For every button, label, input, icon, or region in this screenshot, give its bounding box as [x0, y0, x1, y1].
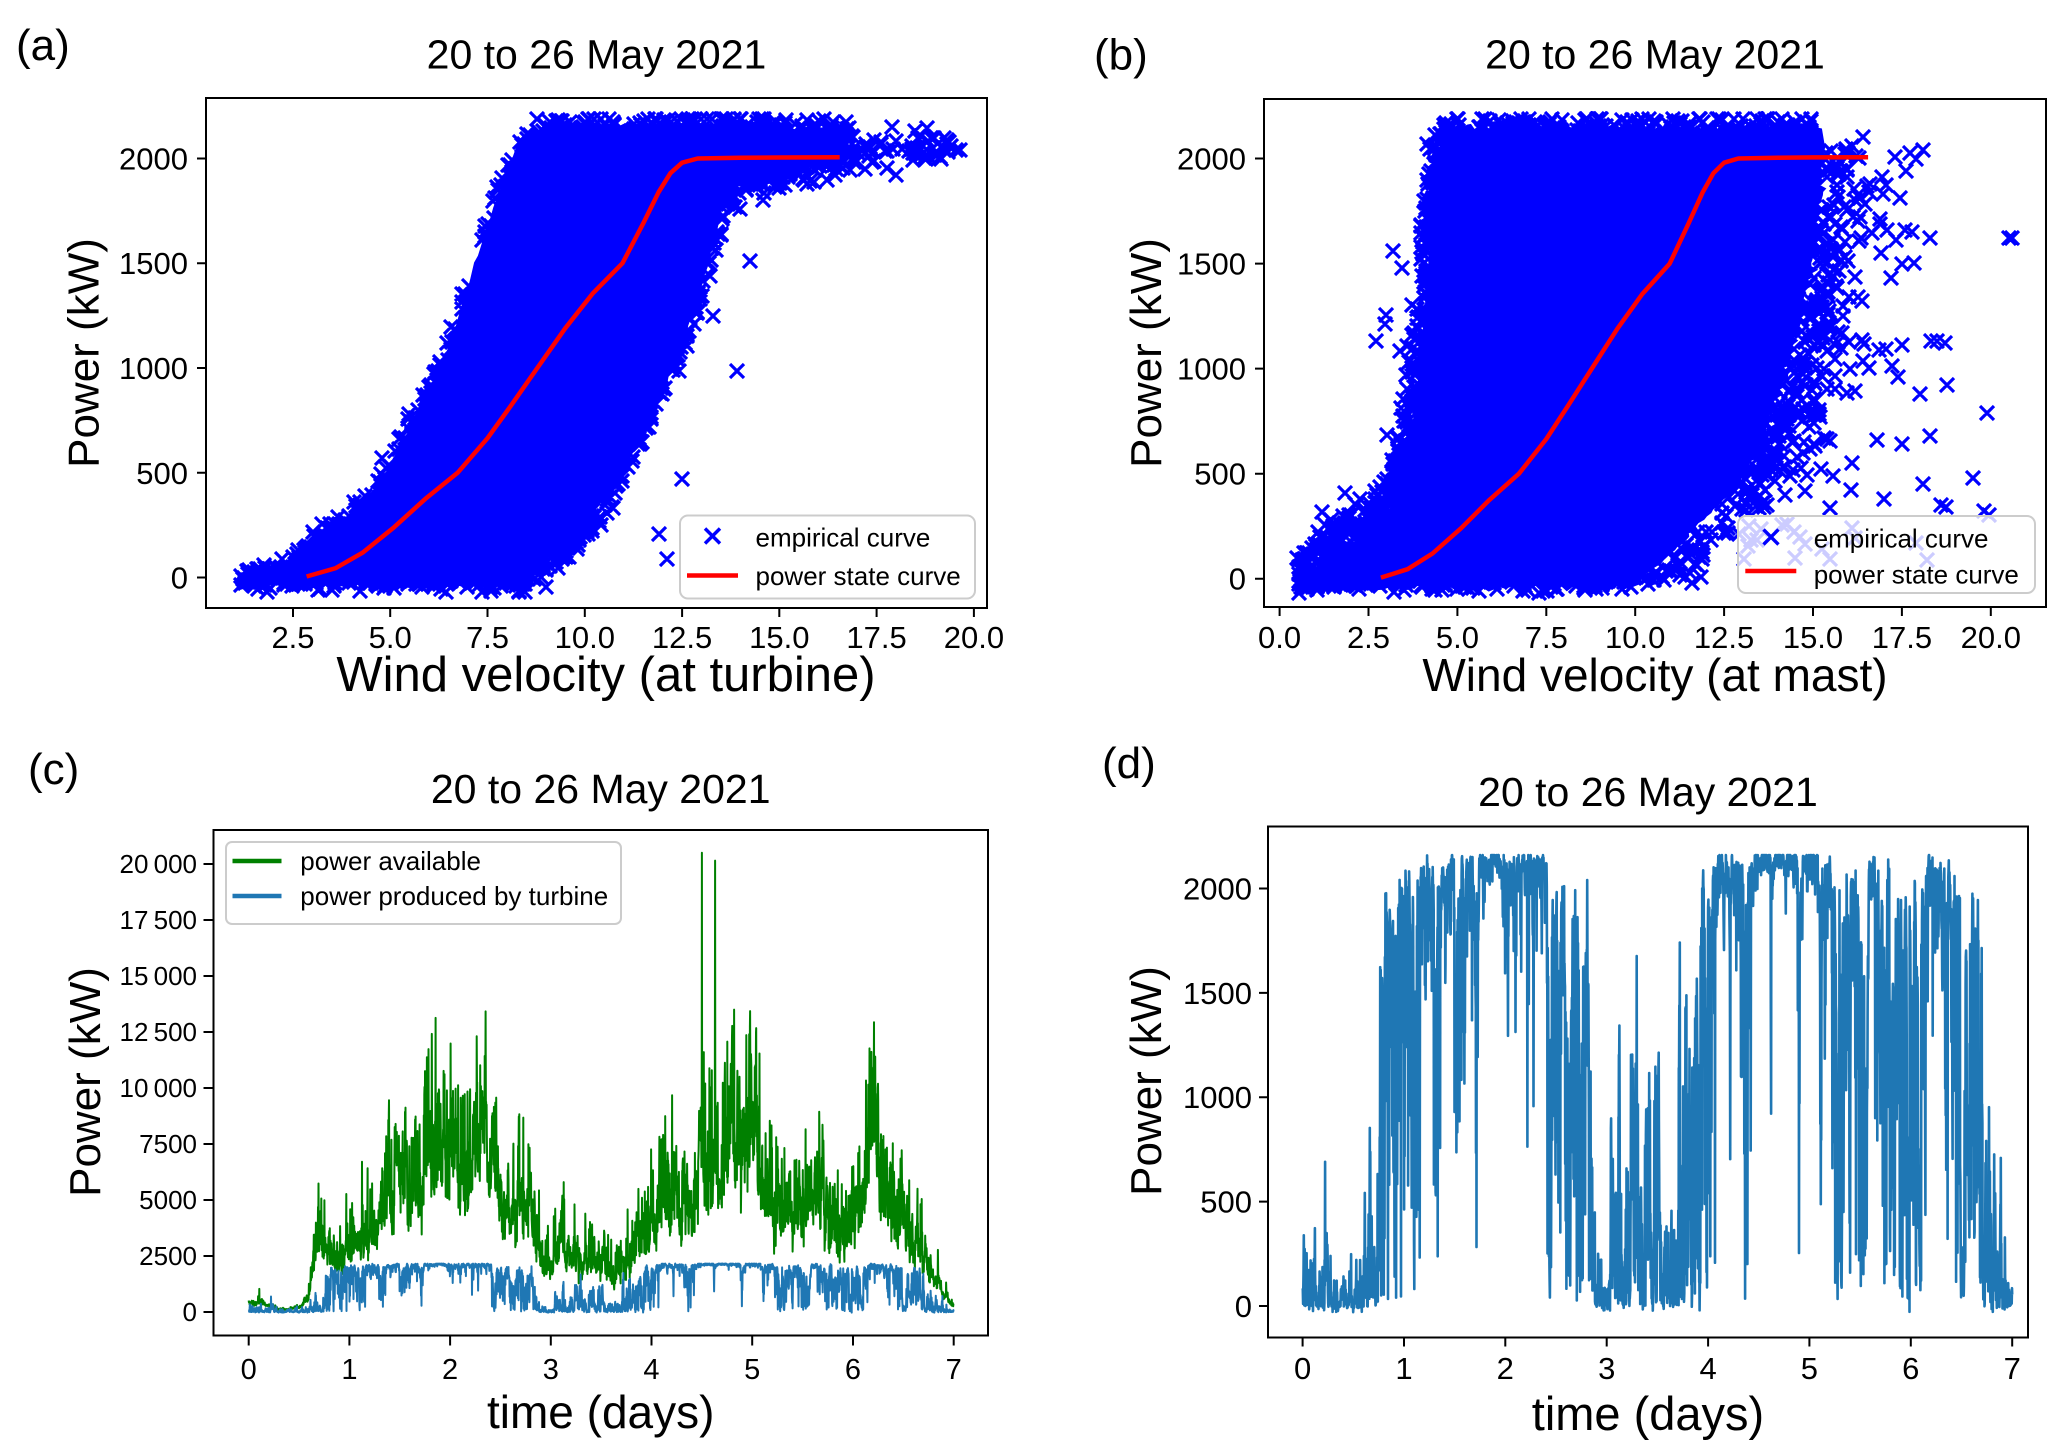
svg-text:0: 0: [1235, 1289, 1252, 1324]
svg-text:5.0: 5.0: [1436, 620, 1479, 655]
svg-text:15 000: 15 000: [119, 961, 197, 991]
svg-text:2000: 2000: [1183, 872, 1252, 907]
svg-text:empirical curve: empirical curve: [756, 523, 931, 553]
svg-text:0: 0: [1229, 562, 1246, 597]
svg-text:1000: 1000: [1183, 1080, 1252, 1115]
svg-text:4: 4: [1699, 1351, 1716, 1386]
svg-text:7: 7: [2004, 1351, 2021, 1386]
svg-text:2500: 2500: [139, 1241, 197, 1271]
svg-text:1500: 1500: [119, 246, 188, 281]
svg-text:20 000: 20 000: [119, 849, 197, 879]
svg-text:10 000: 10 000: [119, 1073, 197, 1103]
svg-text:0: 0: [241, 1354, 257, 1386]
svg-text:Power (kW): Power (kW): [1122, 238, 1171, 468]
svg-text:1500: 1500: [1183, 976, 1252, 1011]
svg-text:Wind velocity (at mast): Wind velocity (at mast): [1422, 649, 1887, 701]
svg-text:500: 500: [136, 456, 188, 491]
svg-text:5000: 5000: [139, 1185, 197, 1215]
svg-text:20.0: 20.0: [1961, 620, 2021, 655]
svg-text:3: 3: [543, 1354, 559, 1386]
svg-text:2: 2: [442, 1354, 458, 1386]
svg-text:(d): (d): [1102, 739, 1156, 788]
svg-text:4: 4: [643, 1354, 659, 1386]
svg-text:power available: power available: [300, 846, 481, 876]
svg-text:15.0: 15.0: [1783, 620, 1843, 655]
svg-text:10.0: 10.0: [555, 620, 615, 655]
svg-text:10.0: 10.0: [1605, 620, 1665, 655]
svg-text:0: 0: [183, 1297, 197, 1327]
svg-text:time (days): time (days): [487, 1386, 714, 1438]
svg-text:3: 3: [1598, 1351, 1615, 1386]
svg-text:2: 2: [1497, 1351, 1514, 1386]
svg-text:17 500: 17 500: [119, 905, 197, 935]
svg-text:500: 500: [1200, 1185, 1252, 1220]
svg-text:2.5: 2.5: [271, 620, 314, 655]
svg-text:0.0: 0.0: [1258, 620, 1301, 655]
svg-text:12.5: 12.5: [1694, 620, 1754, 655]
svg-text:2.5: 2.5: [1347, 620, 1390, 655]
svg-text:17.5: 17.5: [846, 620, 906, 655]
svg-text:20 to 26 May 2021: 20 to 26 May 2021: [1485, 32, 1825, 78]
svg-text:20 to 26 May 2021: 20 to 26 May 2021: [427, 32, 767, 78]
svg-text:time (days): time (days): [1532, 1387, 1764, 1440]
svg-text:Power (kW): Power (kW): [61, 967, 110, 1197]
svg-text:17.5: 17.5: [1872, 620, 1932, 655]
svg-text:power produced by turbine: power produced by turbine: [300, 881, 608, 911]
svg-text:20 to 26 May 2021: 20 to 26 May 2021: [431, 766, 771, 812]
svg-text:(c): (c): [28, 745, 79, 794]
svg-text:7.5: 7.5: [1525, 620, 1568, 655]
svg-text:5.0: 5.0: [369, 620, 412, 655]
svg-text:(b): (b): [1094, 31, 1148, 80]
svg-text:500: 500: [1194, 457, 1246, 492]
svg-text:1500: 1500: [1177, 247, 1246, 282]
svg-text:1000: 1000: [1177, 352, 1246, 387]
svg-text:7: 7: [946, 1354, 962, 1386]
svg-text:power state curve: power state curve: [756, 561, 961, 591]
svg-text:7.5: 7.5: [466, 620, 509, 655]
svg-text:7500: 7500: [139, 1129, 197, 1159]
svg-text:0: 0: [1294, 1351, 1311, 1386]
svg-text:2000: 2000: [119, 142, 188, 177]
svg-text:1: 1: [1395, 1351, 1412, 1386]
svg-text:15.0: 15.0: [749, 620, 809, 655]
svg-text:12 500: 12 500: [119, 1017, 197, 1047]
svg-text:20.0: 20.0: [944, 620, 1004, 655]
svg-text:Power (kW): Power (kW): [60, 238, 109, 468]
svg-text:0: 0: [171, 561, 188, 596]
svg-text:1000: 1000: [119, 351, 188, 386]
svg-text:2000: 2000: [1177, 142, 1246, 177]
svg-text:power state curve: power state curve: [1814, 560, 2019, 590]
svg-text:6: 6: [1902, 1351, 1919, 1386]
svg-text:1: 1: [341, 1354, 357, 1386]
svg-text:6: 6: [845, 1354, 861, 1386]
svg-text:Power (kW): Power (kW): [1122, 966, 1171, 1196]
svg-text:empirical curve: empirical curve: [1814, 523, 1989, 553]
svg-text:(a): (a): [16, 21, 70, 70]
svg-text:12.5: 12.5: [652, 620, 712, 655]
svg-text:Wind velocity (at turbine): Wind velocity (at turbine): [336, 648, 875, 702]
svg-text:5: 5: [744, 1354, 760, 1386]
svg-text:5: 5: [1801, 1351, 1818, 1386]
svg-text:20 to 26 May 2021: 20 to 26 May 2021: [1478, 769, 1818, 815]
